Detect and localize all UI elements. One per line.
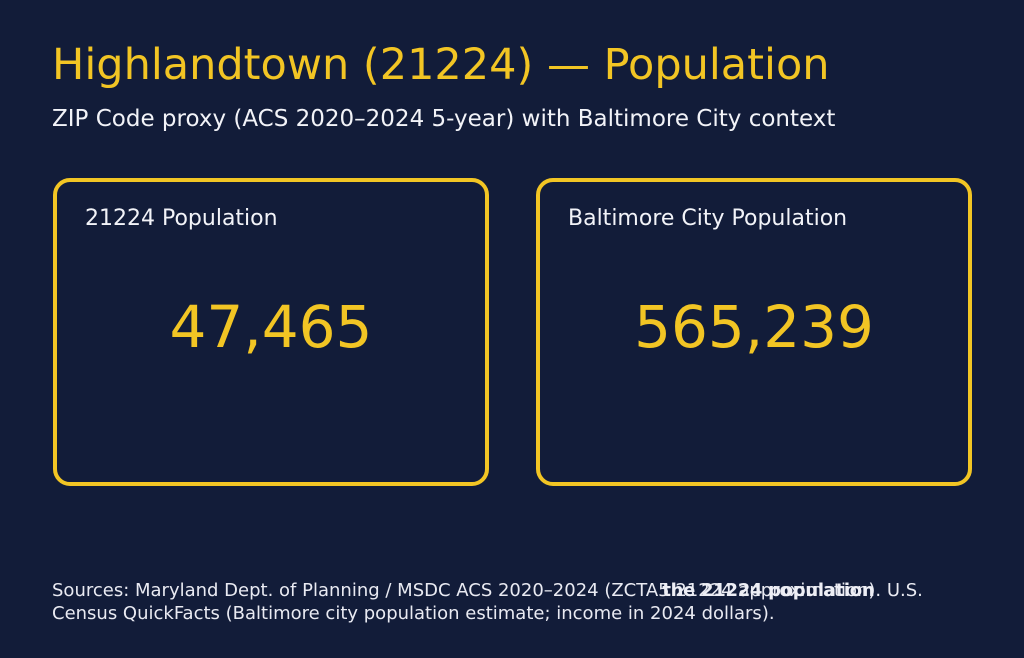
stat-card-value: 565,239 — [634, 293, 874, 361]
overlapping-text-artifact: the 21224 population — [662, 580, 875, 601]
stat-card-label: Baltimore City Population — [568, 206, 848, 231]
sources-overlap-region: 21224 approximation). U.S. the 21224 popu… — [662, 579, 923, 602]
page-title: Highlandtown (21224) — Population — [52, 40, 830, 90]
stat-card-21224-population: 21224 Population 47,465 — [53, 178, 489, 486]
page-subtitle: ZIP Code proxy (ACS 2020–2024 5-year) wi… — [52, 106, 836, 132]
sources-line-1: Sources: Maryland Dept. of Planning / MS… — [52, 579, 923, 602]
stat-card-value: 47,465 — [169, 293, 373, 361]
stat-card-label: 21224 Population — [85, 206, 278, 231]
sources-footer: Sources: Maryland Dept. of Planning / MS… — [52, 579, 923, 625]
sources-line-1-suffix: 21224 approximation). U.S. — [675, 580, 923, 601]
sources-line-1-prefix: Sources: Maryland Dept. of Planning / MS… — [52, 580, 676, 601]
stat-card-baltimore-population: Baltimore City Population 565,239 — [536, 178, 972, 486]
sources-line-2: Census QuickFacts (Baltimore city popula… — [52, 603, 775, 624]
